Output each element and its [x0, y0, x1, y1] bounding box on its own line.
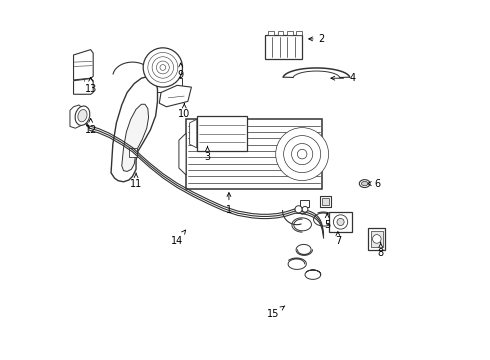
- Polygon shape: [111, 76, 157, 182]
- Circle shape: [295, 206, 302, 213]
- Bar: [265, 35, 302, 59]
- Circle shape: [284, 136, 320, 173]
- Text: 14: 14: [171, 230, 186, 246]
- Text: 15: 15: [268, 306, 285, 319]
- Bar: [278, 31, 283, 35]
- Text: 7: 7: [335, 231, 341, 246]
- Bar: [368, 228, 386, 249]
- Circle shape: [333, 215, 348, 229]
- Circle shape: [297, 149, 307, 159]
- Text: 3: 3: [204, 146, 211, 162]
- Bar: [129, 148, 137, 157]
- Polygon shape: [179, 133, 186, 175]
- Circle shape: [276, 128, 329, 181]
- Bar: [268, 31, 274, 35]
- Text: 8: 8: [378, 243, 384, 258]
- Circle shape: [148, 53, 178, 82]
- Text: 9: 9: [178, 63, 184, 80]
- Circle shape: [143, 48, 182, 87]
- Circle shape: [160, 64, 166, 70]
- Bar: [300, 200, 309, 207]
- Bar: [197, 116, 247, 152]
- Ellipse shape: [362, 181, 368, 186]
- Circle shape: [292, 144, 313, 165]
- Circle shape: [337, 219, 344, 226]
- Polygon shape: [74, 78, 93, 94]
- Polygon shape: [70, 105, 83, 128]
- Polygon shape: [74, 50, 93, 80]
- Text: 5: 5: [324, 214, 330, 230]
- Polygon shape: [122, 104, 148, 171]
- Polygon shape: [190, 119, 197, 148]
- Text: 6: 6: [368, 179, 380, 189]
- Bar: [296, 31, 302, 35]
- Text: 4: 4: [331, 73, 355, 83]
- Ellipse shape: [78, 109, 87, 122]
- Circle shape: [372, 235, 381, 243]
- Circle shape: [302, 206, 308, 212]
- Text: 12: 12: [84, 118, 97, 135]
- Ellipse shape: [359, 180, 370, 188]
- Bar: [320, 196, 331, 207]
- Bar: [186, 119, 322, 189]
- Polygon shape: [159, 85, 192, 107]
- Bar: [322, 198, 329, 205]
- Bar: [329, 212, 352, 232]
- Text: 11: 11: [130, 173, 142, 189]
- Bar: [371, 231, 383, 247]
- Text: 1: 1: [226, 193, 232, 215]
- Bar: [143, 78, 182, 93]
- Text: 13: 13: [85, 77, 97, 94]
- Circle shape: [152, 57, 173, 78]
- Circle shape: [156, 61, 169, 74]
- Text: 10: 10: [178, 103, 191, 119]
- Text: 2: 2: [309, 34, 325, 44]
- Ellipse shape: [75, 106, 90, 125]
- Bar: [287, 31, 293, 35]
